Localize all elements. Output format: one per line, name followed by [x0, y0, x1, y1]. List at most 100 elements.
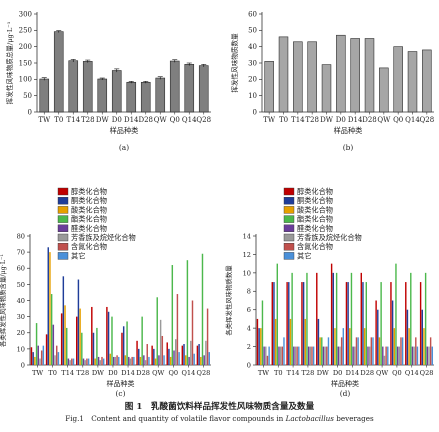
panel-1-x-tick-label: TW — [263, 116, 276, 124]
panel-1-bar — [321, 64, 332, 113]
panel-2-legend-label: 酯类化合物 — [71, 215, 107, 224]
panel-3-bar — [256, 318, 259, 365]
panel-2-bar — [158, 355, 160, 365]
panel-2-bar — [184, 355, 187, 365]
panel-2-x-tick-label: T0 — [48, 369, 57, 377]
panel-3-legend-swatch — [283, 242, 295, 251]
panel-2-x-tick-label: QW — [152, 369, 164, 377]
panel-1-x-tick-label: Q0 — [393, 116, 403, 124]
panel-2-y-tick-label: 60 — [17, 265, 25, 273]
panel-2-bar — [171, 265, 174, 365]
panel-2-x-tick-label: DW — [92, 369, 104, 377]
panel-3-bar — [367, 346, 369, 365]
panel-3-bar — [293, 346, 295, 365]
panel-2-bar — [45, 334, 48, 365]
panel-2-bar — [176, 294, 179, 365]
panel-2-bar — [97, 356, 100, 365]
panel-3-y-tick-label: 4 — [247, 325, 251, 333]
panel-3-bar — [347, 282, 349, 365]
panel-3-legend-swatch — [283, 187, 295, 196]
panel-3-x-axis-label: 样品种类 — [331, 379, 359, 388]
panel-3-bar — [263, 346, 265, 365]
panel-1-bar — [393, 46, 403, 113]
panel-0-x-tick-label: T0 — [54, 116, 63, 124]
panel-1-bar — [336, 34, 346, 113]
panel-2-bar — [84, 360, 86, 365]
panel-3-bar — [274, 318, 277, 365]
panel-2-bar — [208, 352, 210, 365]
panel-2-bar — [118, 356, 120, 365]
panel-2-bar — [136, 340, 138, 365]
panel-2-bar — [106, 306, 108, 365]
panel-3-bar — [286, 282, 288, 365]
panel-2-bar — [168, 348, 170, 365]
panel-3-bar — [398, 346, 401, 365]
panel-3-bar — [355, 337, 358, 365]
panel-3-bar — [316, 272, 318, 365]
panel-3-bar — [424, 272, 427, 365]
panel-2-x-tick-label: T28 — [76, 369, 89, 377]
panel-0-panel-label: (a) — [119, 143, 129, 152]
panel-3-x-tick-label: D28 — [360, 369, 374, 377]
panel-3-x-tick-label: DW — [317, 369, 329, 377]
panel-3-bar — [335, 272, 338, 365]
panel-3-bar — [408, 328, 410, 365]
panel-3-bar — [296, 346, 298, 365]
panel-2-y-tick-label: 30 — [17, 313, 25, 321]
panel-1-y-tick-label: 60 — [248, 10, 257, 18]
panel-3-bar — [429, 337, 432, 365]
panel-2-bar — [131, 356, 133, 365]
panel-1-x-tick-label: T0 — [279, 116, 288, 124]
panel-1-bar — [364, 38, 375, 113]
panel-2-bar — [174, 339, 177, 365]
panel-3-x-tick-label: D14 — [346, 369, 360, 377]
panel-2-legend-swatch — [57, 224, 69, 233]
panel-2-bar — [151, 345, 153, 365]
panel-0-x-tick-label: Q14 — [182, 116, 197, 124]
panel-0-y-tick-label: 150 — [19, 59, 32, 67]
panel-2-bar — [57, 352, 60, 365]
panel-3-x-tick-label: Q28 — [420, 369, 434, 377]
panel-3-legend-swatch — [283, 233, 295, 242]
panel-3-bar — [276, 263, 278, 365]
panel-3-bar — [288, 282, 290, 365]
panel-3-bar — [302, 282, 305, 365]
panel-2-bar — [92, 332, 95, 365]
panel-0-bar — [82, 61, 93, 113]
panel-1-y-tick-label: 20 — [248, 76, 257, 84]
panel-3-bar — [357, 337, 359, 365]
panel-0-bar — [184, 64, 195, 113]
panel-3-bar — [391, 300, 394, 365]
panel-3-bar — [301, 282, 303, 365]
panel-2-bar — [122, 326, 125, 365]
panel-3-bar — [324, 346, 326, 365]
panel-2-bar — [181, 345, 184, 365]
panel-1-bar — [350, 38, 360, 113]
panel-2-bar — [111, 316, 113, 365]
panel-2-bar — [183, 344, 185, 365]
panel-0-bar — [140, 81, 151, 113]
panel-1-bar — [422, 49, 432, 113]
panel-3-bar — [415, 337, 417, 365]
panel-3-bar — [370, 337, 373, 365]
panel-2-bar — [50, 294, 53, 365]
panel-2-bar — [159, 319, 162, 365]
panel-2-legend-swatch — [57, 233, 69, 242]
panel-3-bar — [349, 328, 351, 365]
panel-2-bar — [39, 358, 41, 365]
panel-3-bar — [294, 346, 297, 365]
panel-2-legend-label: 其它 — [71, 251, 85, 260]
panel-0-x-axis-label: 样品种类 — [110, 126, 139, 135]
panel-1-x-tick-label: QW — [377, 116, 391, 124]
panel-2-legend-label: 芳香族及烷烃化合物 — [71, 233, 136, 242]
panel-2-bar — [193, 353, 195, 365]
panel-2-bar — [178, 352, 180, 365]
panel-3-bar — [327, 337, 330, 365]
panel-3-bar — [378, 337, 381, 365]
panel-2-x-tick-label: T14 — [61, 369, 74, 377]
panel-2-bar — [156, 297, 158, 365]
panel-3-x-tick-label: T14 — [287, 369, 300, 377]
panel-2-bar — [203, 355, 205, 365]
panel-1-bar — [379, 67, 389, 113]
